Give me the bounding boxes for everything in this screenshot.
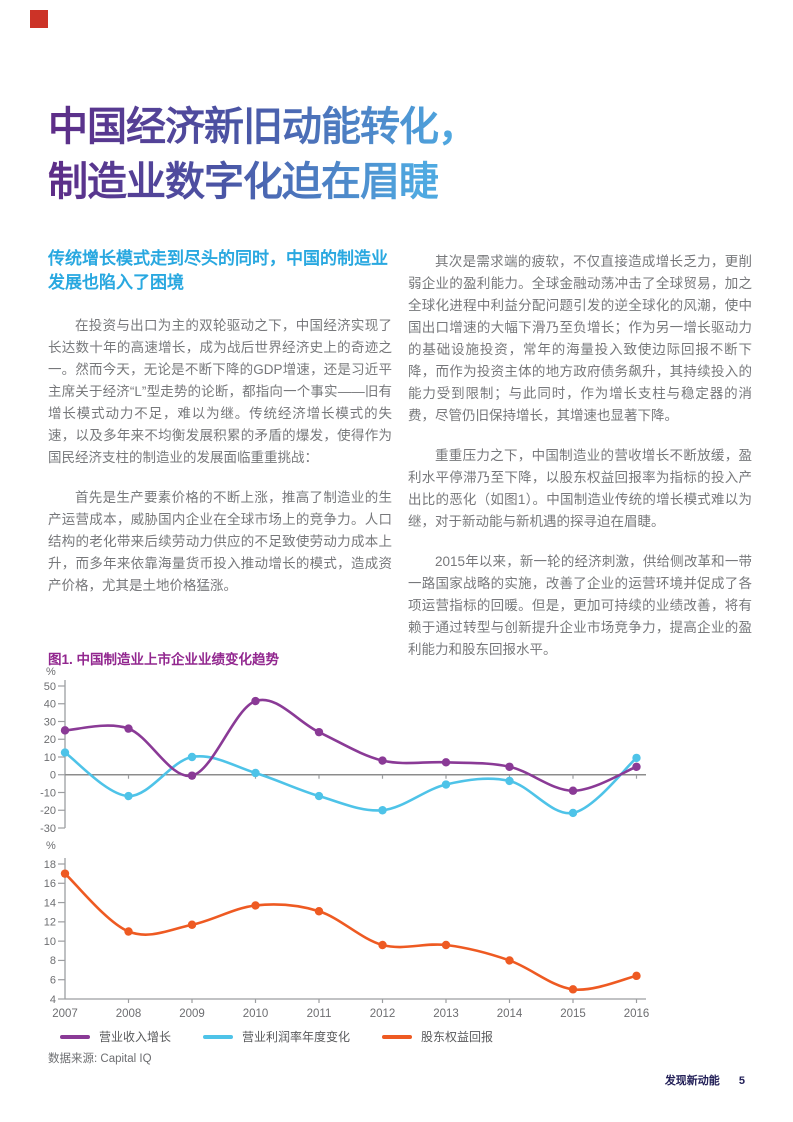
legend-swatch-orange	[382, 1034, 413, 1039]
brand-logo-square	[30, 10, 48, 28]
svg-text:-10: -10	[40, 787, 56, 799]
svg-text:2016: 2016	[624, 1008, 650, 1020]
svg-text:12: 12	[44, 917, 56, 929]
legend-swatch-cyan	[203, 1034, 234, 1039]
figure-title: 图1. 中国制造业上市企业业绩变化趋势	[48, 652, 280, 667]
footer-section-label: 发现新动能	[664, 1075, 720, 1087]
body-paragraph: 重重压力之下，中国制造业的营收增长不断放缓，盈利水平停滞乃至下降，以股东权益回报…	[408, 448, 752, 529]
svg-text:50: 50	[44, 681, 56, 693]
svg-text:16: 16	[44, 878, 56, 890]
svg-text:-30: -30	[40, 823, 56, 835]
body-column-right: 其次是需求端的疲软，不仅直接造成增长乏力，更削弱企业的盈利能力。全球金融动荡冲击…	[408, 251, 752, 661]
svg-text:6: 6	[50, 975, 56, 987]
svg-text:8: 8	[50, 955, 56, 967]
svg-text:2011: 2011	[307, 1008, 332, 1020]
performance-trend-chart-bottom: 18 16 14 12 10 8 6 4 2007 2008 2009 2010 2011 2012 201…	[44, 858, 650, 1020]
page-title: 中国经济新旧动能转化， 制造业数字化迫在眉睫	[48, 100, 608, 210]
svg-text:40: 40	[44, 699, 56, 711]
svg-text:2014: 2014	[497, 1008, 523, 1020]
svg-text:10: 10	[44, 752, 56, 764]
legend-item-revenue-growth: 营业收入增长	[60, 1028, 171, 1045]
svg-text:2008: 2008	[116, 1008, 142, 1020]
y-axis-unit-label: %	[46, 840, 56, 852]
svg-text:4: 4	[50, 994, 56, 1006]
chart-legend: 营业收入增长 营业利润率年度变化 股东权益回报	[60, 1028, 493, 1045]
body-paragraph: 2015年以来，新一轮的经济刺激，供给侧改革和一带一路国家战略的实施，改善了企业…	[408, 554, 752, 657]
svg-text:-20: -20	[40, 805, 56, 817]
svg-text:2015: 2015	[560, 1008, 586, 1020]
svg-text:2007: 2007	[52, 1008, 78, 1020]
svg-text:2013: 2013	[433, 1008, 459, 1020]
svg-text:10: 10	[44, 936, 56, 948]
svg-text:20: 20	[44, 734, 56, 746]
svg-text:14: 14	[44, 897, 56, 909]
page-title-line-2: 制造业数字化迫在眉睫	[48, 155, 439, 210]
svg-text:18: 18	[44, 859, 56, 871]
body-paragraph: 在投资与出口为主的双轮驱动之下，中国经济实现了长达数十年的高速增长，成为战后世界…	[48, 318, 392, 465]
legend-label: 营业利润率年度变化	[242, 1030, 351, 1044]
svg-text:2009: 2009	[179, 1008, 205, 1020]
page-footer: 发现新动能 5	[665, 1072, 745, 1088]
legend-swatch-purple	[60, 1034, 90, 1039]
svg-text:2012: 2012	[370, 1008, 396, 1020]
body-paragraph: 首先是生产要素价格的不断上涨，推高了制造业的生产运营成本，威胁国内企业在全球市场…	[48, 490, 392, 593]
svg-text:2010: 2010	[243, 1008, 269, 1020]
section-subheading: 传统增长模式走到尽头的同时，中国的制造业发展也陷入了困境	[48, 249, 388, 292]
legend-label: 营业收入增长	[99, 1030, 172, 1044]
page-title-line-1: 中国经济新旧动能转化，	[48, 100, 478, 155]
svg-text:0: 0	[50, 770, 56, 782]
legend-item-roe: 股东权益回报	[382, 1028, 493, 1045]
svg-text:30: 30	[44, 716, 56, 728]
y-axis-unit-label: %	[46, 666, 56, 678]
legend-item-operating-margin-change: 营业利润率年度变化	[203, 1028, 350, 1045]
body-column-left: 传统增长模式走到尽头的同时，中国的制造业发展也陷入了困境 在投资与出口为主的双轮…	[48, 247, 392, 597]
performance-trend-chart-top: 50 40 30 20 10 0 -10 -20 -30	[40, 680, 646, 835]
page-number: 5	[738, 1075, 745, 1087]
body-paragraph: 其次是需求端的疲软，不仅直接造成增长乏力，更削弱企业的盈利能力。全球金融动荡冲击…	[408, 254, 752, 423]
data-source-note: 数据来源: Capital IQ	[48, 1053, 152, 1065]
legend-label: 股东权益回报	[421, 1030, 494, 1044]
